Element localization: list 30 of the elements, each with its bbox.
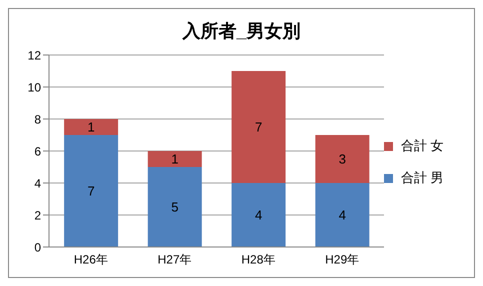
bar	[232, 71, 286, 183]
data-label: 5	[171, 200, 178, 215]
data-label: 3	[338, 152, 346, 167]
y-tick-label: 2	[34, 208, 42, 222]
chart-title: 入所者_男女別	[181, 20, 302, 43]
y-tick-label: 8	[34, 112, 42, 126]
bar	[148, 167, 202, 247]
bar	[315, 135, 370, 183]
data-label: 7	[87, 184, 95, 199]
y-tick-label: 4	[34, 176, 42, 190]
x-tick-label: H26年	[74, 252, 108, 267]
y-tick-label: 6	[34, 144, 42, 158]
data-label: 4	[254, 208, 262, 223]
bar	[64, 135, 118, 247]
data-label: 1	[171, 152, 178, 167]
legend-label: 合計 男	[401, 169, 444, 187]
x-tick-label: H29年	[325, 252, 360, 267]
y-tick-label: 0	[34, 240, 42, 254]
data-label: 1	[87, 120, 95, 135]
data-label: 4	[338, 208, 346, 223]
bar	[148, 151, 202, 167]
x-tick-label: H28年	[241, 252, 276, 267]
x-tick-label: H27年	[158, 252, 192, 267]
bar	[232, 183, 286, 247]
y-tick-label: 10	[28, 80, 42, 94]
legend-label: 合計 女	[401, 137, 444, 155]
bar	[64, 119, 118, 135]
data-label: 7	[254, 120, 262, 135]
y-tick-label: 12	[28, 48, 42, 62]
bar	[315, 183, 370, 247]
